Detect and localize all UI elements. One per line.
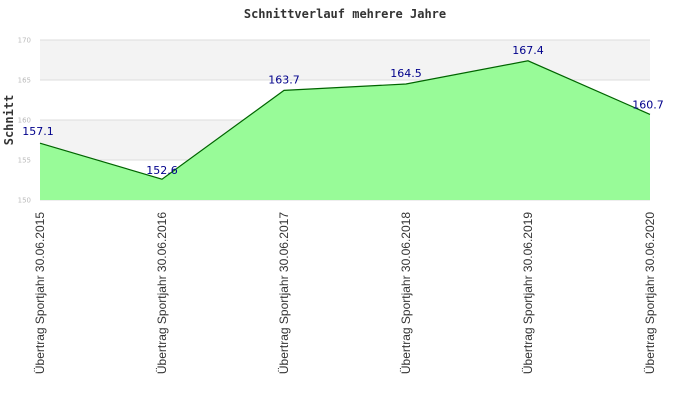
x-tick-label: Übertrag Sportjahr 30.06.2020 (643, 212, 657, 374)
data-label: 160.7 (632, 98, 664, 111)
x-tick-label: Übertrag Sportjahr 30.06.2016 (155, 212, 169, 374)
y-tick-label: 170 (18, 37, 31, 45)
area-series (39, 60, 651, 200)
x-tick-label: Übertrag Sportjahr 30.06.2017 (277, 212, 291, 374)
y-axis-ticks: 150 155 160 165 170 (18, 37, 31, 205)
y-tick-label: 155 (18, 157, 31, 165)
data-label: 163.7 (268, 73, 300, 86)
data-label: 152.6 (146, 164, 178, 177)
y-tick-label: 165 (18, 77, 31, 85)
x-axis-ticks: Übertrag Sportjahr 30.06.2015 Übertrag Sp… (33, 212, 657, 374)
data-label: 157.1 (22, 125, 54, 138)
chart-title: Schnittverlauf mehrere Jahre (244, 7, 446, 21)
y-tick-label: 160 (18, 117, 31, 125)
series-line (39, 60, 651, 180)
y-axis-label: Schnitt (2, 95, 16, 146)
data-label: 164.5 (390, 67, 422, 80)
data-label: 167.4 (512, 44, 544, 57)
x-tick-label: Übertrag Sportjahr 30.06.2019 (521, 212, 535, 374)
area-fill (40, 60, 650, 200)
x-tick-label: Übertrag Sportjahr 30.06.2015 (33, 212, 47, 374)
x-tick-label: Übertrag Sportjahr 30.06.2018 (399, 212, 413, 374)
data-labels: 157.1 152.6 163.7 164.5 167.4 160.7 (22, 44, 664, 177)
y-tick-label: 150 (18, 197, 31, 205)
